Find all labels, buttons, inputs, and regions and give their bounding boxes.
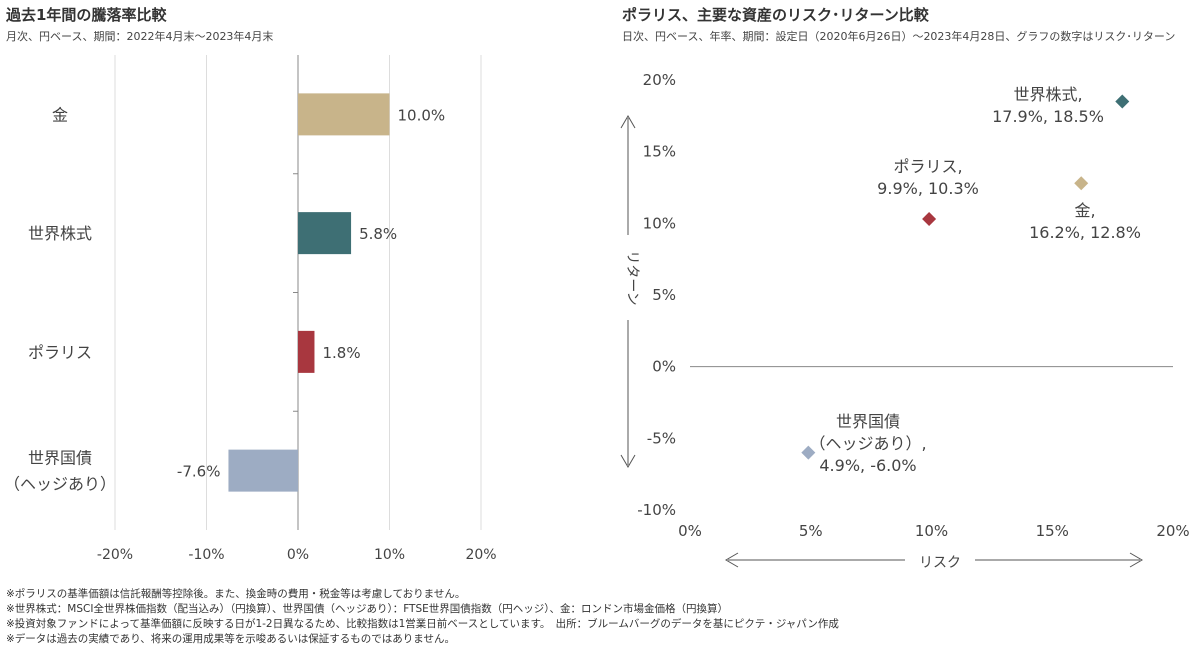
x-tick-label: 20% [1156, 522, 1189, 540]
point-label: 17.9%, 18.5% [992, 107, 1104, 126]
category-label: 金 [52, 105, 68, 124]
point-label: 16.2%, 12.8% [1029, 223, 1141, 242]
bar-1 [298, 212, 352, 255]
point-label: 金, [1074, 201, 1095, 220]
right-chart-title: ポラリス、主要な資産のリスク･リターン比較 [622, 6, 929, 24]
x-tick-label: 0% [287, 547, 309, 563]
point-label: （ヘッジあり）, [809, 434, 926, 453]
x-tick-label: 15% [1036, 522, 1069, 540]
scatter-point-1 [922, 212, 937, 227]
y-axis-label: リターン [624, 250, 640, 305]
data-label: 10.0% [398, 106, 446, 124]
note-4: ※データは過去の実績であり、将来の運用成果等を示唆あるいは保証するものではありま… [6, 633, 455, 645]
y-tick-label: 5% [652, 286, 676, 304]
bar-3 [228, 449, 298, 492]
y-tick-label: 10% [643, 214, 676, 232]
point-label: 9.9%, 10.3% [877, 179, 979, 198]
x-tick-label: -10% [188, 547, 224, 563]
note-2: ※世界株式：MSCI全世界株価指数（配当込み）（円換算）、世界国債（ヘッジあり）… [6, 603, 729, 615]
y-tick-label: 15% [643, 143, 676, 161]
x-tick-label: 10% [374, 547, 405, 563]
charts-svg: -20% -10% 0% 10% 20%10.0%金5.8%世界株式1.8%ポラリス-7… [4, 55, 1190, 571]
bar-2 [298, 330, 315, 373]
category-label: 世界国債 [28, 449, 92, 468]
point-label: ポラリス, [893, 157, 962, 176]
scatter-point-0 [1115, 94, 1130, 109]
category-label: （ヘッジあり） [4, 475, 116, 494]
data-label: -7.6% [177, 463, 221, 481]
left-chart-subtitle: 月次、円ベース、期間：2022年4月末～2023年4月末 [6, 30, 274, 43]
x-tick-label: 10% [915, 522, 948, 540]
right-chart-subtitle: 日次、円ベース、年率、期間：設定日（2020年6月26日）～2023年4月28日… [622, 30, 1176, 43]
y-tick-label: 0% [652, 358, 676, 376]
x-axis-label: リスク [919, 555, 961, 571]
point-label: 4.9%, -6.0% [819, 456, 916, 475]
scatter-point-3 [801, 445, 816, 460]
point-label: 世界株式, [1013, 85, 1082, 104]
category-label: ポラリス [28, 343, 92, 362]
data-label: 1.8% [322, 344, 360, 362]
x-tick-label: 20% [465, 547, 496, 563]
scatter-point-2 [1074, 176, 1089, 191]
note-1: ※ポラリスの基準価額は信託報酬等控除後。また、換金時の費用・税金等は考慮しており… [6, 588, 466, 600]
note-3: ※投資対象ファンドによって基準価額に反映する日が1-2日異なるため、比較指数は1… [6, 618, 839, 630]
y-tick-label: -5% [647, 429, 676, 447]
x-tick-label: 5% [799, 522, 823, 540]
x-tick-label: -20% [97, 547, 133, 563]
x-arrow-heads [725, 552, 1143, 568]
y-tick-label: -10% [637, 501, 676, 519]
y-tick-label: 20% [643, 71, 676, 89]
data-label: 5.8% [359, 225, 397, 243]
y-arrow-heads [620, 115, 636, 468]
point-label: 世界国債 [836, 412, 900, 431]
category-label: 世界株式 [28, 224, 92, 243]
bar-0 [298, 93, 390, 136]
x-tick-label: 0% [678, 522, 702, 540]
left-chart-title: 過去1年間の騰落率比較 [6, 6, 167, 24]
